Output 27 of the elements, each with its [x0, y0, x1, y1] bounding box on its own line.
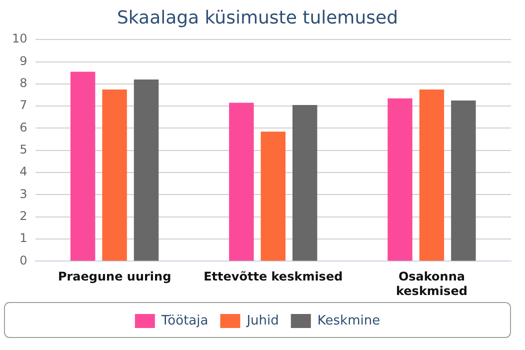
bar — [260, 132, 286, 261]
legend-label: Töötaja — [160, 313, 208, 328]
legend-label: Keskmine — [317, 313, 380, 328]
bar — [102, 89, 127, 261]
y-tick-label: 6 — [20, 120, 28, 134]
y-tick-label: 5 — [20, 142, 28, 157]
x-tick-label: Praegune uuring — [58, 270, 172, 284]
bar — [134, 79, 159, 261]
y-tick-label: 10 — [12, 32, 28, 46]
y-tick-label: 3 — [20, 186, 28, 201]
y-tick-label: 7 — [20, 98, 28, 112]
legend-label: Juhid — [246, 313, 279, 328]
y-tick-label: 1 — [20, 231, 28, 246]
y-tick-label: 9 — [20, 54, 28, 68]
bar — [388, 98, 412, 261]
bar — [292, 104, 318, 261]
bar — [229, 102, 254, 261]
bar — [419, 89, 444, 261]
bar — [70, 72, 96, 261]
y-tick-label: 4 — [20, 164, 28, 179]
y-tick-label: 0 — [20, 253, 28, 268]
y-tick-label: 2 — [20, 209, 28, 224]
bar — [451, 100, 476, 261]
x-tick-label: Osakonna keskmised — [396, 270, 468, 298]
y-tick-label: 8 — [20, 76, 28, 90]
chart-title: Skaalaga küsimuste tulemused — [117, 7, 398, 28]
x-tick-label: Ettevõtte keskmised — [204, 270, 343, 284]
